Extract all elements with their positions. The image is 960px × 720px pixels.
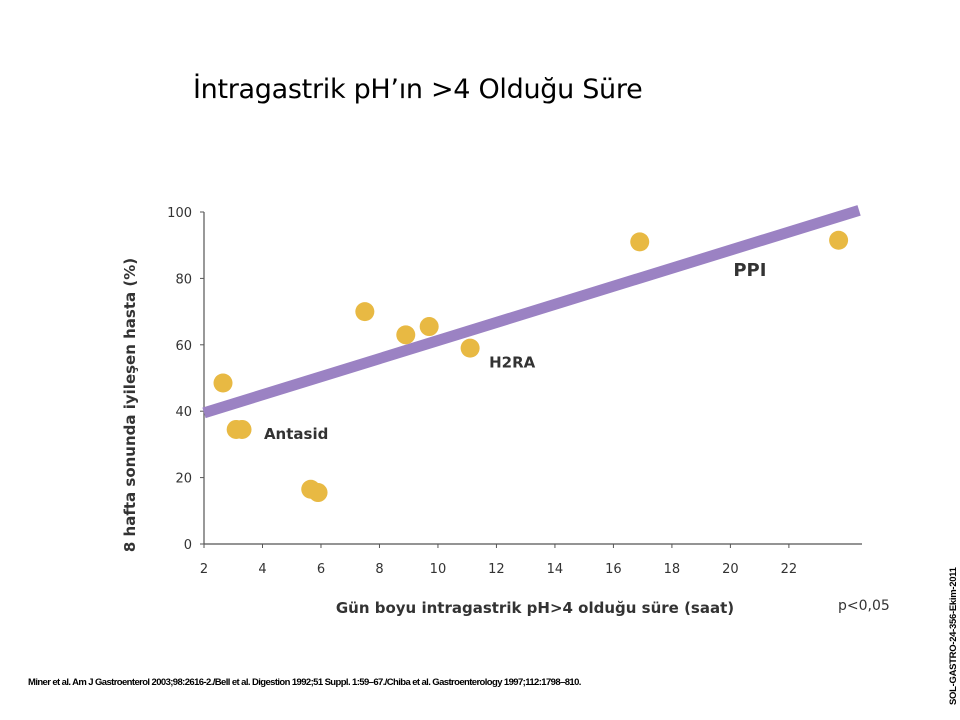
x-tick-label: 22 bbox=[781, 562, 798, 577]
x-tick-label: 14 bbox=[547, 562, 564, 577]
x-tick-label: 18 bbox=[664, 562, 681, 577]
data-point bbox=[460, 338, 480, 358]
data-point bbox=[213, 373, 233, 393]
data-point bbox=[308, 483, 328, 503]
data-point bbox=[630, 232, 650, 252]
data-points bbox=[213, 230, 849, 503]
x-tick-label: 12 bbox=[488, 562, 505, 577]
y-tick-label: 20 bbox=[175, 472, 192, 487]
trend-line bbox=[202, 205, 861, 419]
x-tick-label: 6 bbox=[317, 562, 325, 577]
data-point bbox=[396, 325, 416, 345]
y-tick-label: 60 bbox=[175, 339, 192, 354]
y-tick-label: 0 bbox=[184, 538, 192, 553]
x-tick-label: 4 bbox=[258, 562, 266, 577]
x-tick-label: 2 bbox=[200, 562, 208, 577]
data-point bbox=[829, 230, 849, 250]
data-point bbox=[232, 419, 252, 439]
x-tick-label: 16 bbox=[605, 562, 622, 577]
x-tick-label: 10 bbox=[430, 562, 447, 577]
side-code-text: SOL-GASTRO-24-356-Ekim-2011 bbox=[948, 567, 959, 705]
x-axis-title: Gün boyu intragastrik pH>4 olduğu süre (… bbox=[336, 599, 734, 617]
series-label-ppi: PPI bbox=[733, 260, 766, 281]
data-point bbox=[419, 317, 439, 337]
series-label-h2ra: H2RA bbox=[489, 353, 536, 371]
y-tick-label: 40 bbox=[175, 405, 192, 420]
y-tick-label: 100 bbox=[167, 206, 192, 221]
y-tick-label: 80 bbox=[175, 272, 192, 287]
references: Miner et al. Am J Gastroenterol 2003;98:… bbox=[28, 677, 581, 688]
data-point bbox=[355, 302, 375, 322]
slide-title: İntragastrik pH’ın >4 Olduğu Süre bbox=[193, 74, 643, 105]
side-code: SOL-GASTRO-24-356-Ekim-2011 bbox=[948, 525, 959, 705]
x-tick-label: 8 bbox=[375, 562, 383, 577]
x-tick-label: 20 bbox=[722, 562, 739, 577]
trend-line-group bbox=[202, 205, 861, 419]
y-axis-title: 8 hafta sonunda iyileşen hasta (%) bbox=[121, 258, 139, 552]
chart-ticks: 2 4 6 8 10 12 14 16 18 20 22 0 20 40 60 80 100 bbox=[167, 206, 797, 577]
series-labels: Antasid H2RA PPI bbox=[264, 260, 766, 443]
p-value-note: p<0,05 bbox=[838, 598, 890, 614]
chart-axes bbox=[203, 212, 862, 545]
series-label-antasid: Antasid bbox=[264, 425, 328, 443]
